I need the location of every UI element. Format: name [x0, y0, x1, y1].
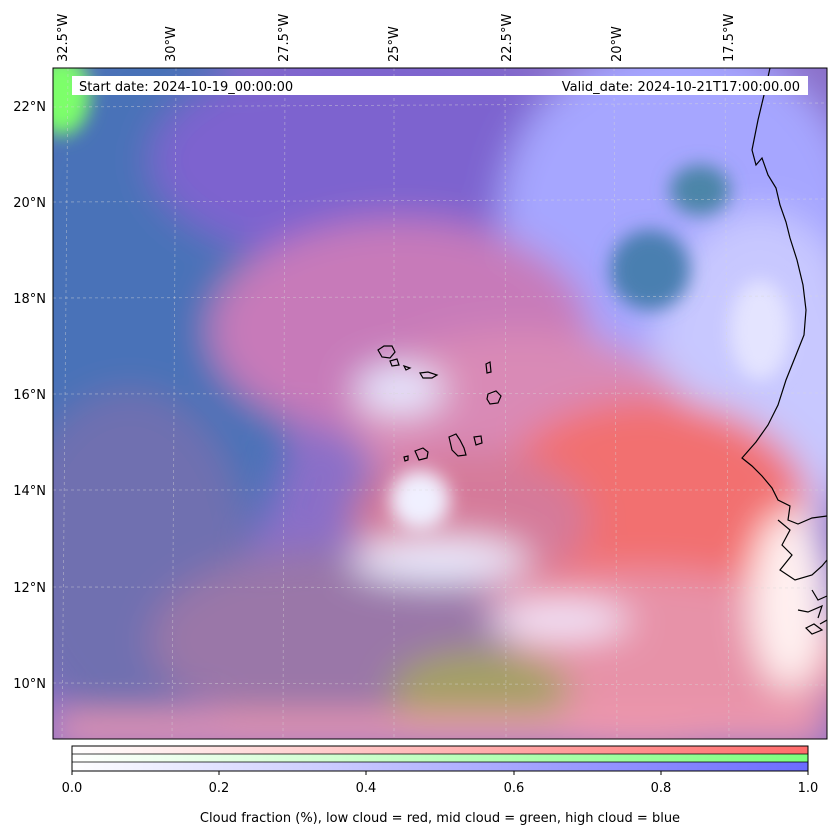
colorbar-title: Cloud fraction (%), low cloud = red, mid…: [200, 811, 680, 826]
lon-label-27-5w: 27.5°W: [277, 14, 292, 62]
colorbar-tick-labels: 0.0 0.2 0.4 0.6 0.8 1.0: [62, 781, 819, 796]
lat-label-20n: 20°N: [13, 196, 46, 211]
lat-label-22n: 22°N: [13, 100, 46, 115]
lon-label-25w: 25°W: [387, 26, 402, 62]
colorbar-tick-0-8: 0.8: [651, 781, 672, 796]
map-frame: [52, 67, 828, 740]
longitude-labels: 32.5°W 30°W 27.5°W 25°W 22.5°W 20°W 17.5…: [56, 14, 737, 62]
cape-verde-islands: [377, 345, 502, 462]
colorbar-tick-0-0: 0.0: [62, 781, 83, 796]
lon-label-22-5w: 22.5°W: [500, 14, 515, 62]
latitude-labels: 22°N 20°N 18°N 16°N 14°N 12°N 10°N: [13, 100, 46, 692]
colorbar-tick-1-0: 1.0: [798, 781, 819, 796]
colorbar-tick-0-4: 0.4: [356, 781, 377, 796]
colorbar-tick-0-2: 0.2: [209, 781, 230, 796]
lon-label-30w: 30°W: [164, 26, 179, 62]
colorbar-ticks: [71, 771, 809, 775]
lon-label-20w: 20°W: [610, 26, 625, 62]
lat-label-18n: 18°N: [13, 292, 46, 307]
cloud-fraction-field: [53, 68, 827, 739]
valid-date-label: Valid_date: 2024-10-21T17:00:00.00: [562, 80, 800, 95]
lat-label-14n: 14°N: [13, 484, 46, 499]
colorbar-frame: [71, 745, 809, 772]
coastline-africa: [741, 68, 827, 635]
date-header-box: [72, 76, 808, 95]
gridlines: [53, 68, 827, 739]
map-panel: Start date: 2024-10-19_00:00:00 Valid_da…: [13, 14, 828, 740]
colorbar-mid-cloud: [72, 754, 808, 762]
start-date-label: Start date: 2024-10-19_00:00:00: [79, 80, 293, 95]
lon-label-17-5w: 17.5°W: [722, 14, 737, 62]
colorbar: 0.0 0.2 0.4 0.6 0.8 1.0 Cloud fraction (…: [62, 745, 819, 826]
lat-label-12n: 12°N: [13, 581, 46, 596]
lat-label-16n: 16°N: [13, 388, 46, 403]
colorbar-low-cloud: [72, 746, 808, 754]
colorbar-tick-0-6: 0.6: [504, 781, 525, 796]
lat-label-10n: 10°N: [13, 677, 46, 692]
colorbar-high-cloud: [72, 762, 808, 771]
lon-label-32-5w: 32.5°W: [56, 14, 71, 62]
